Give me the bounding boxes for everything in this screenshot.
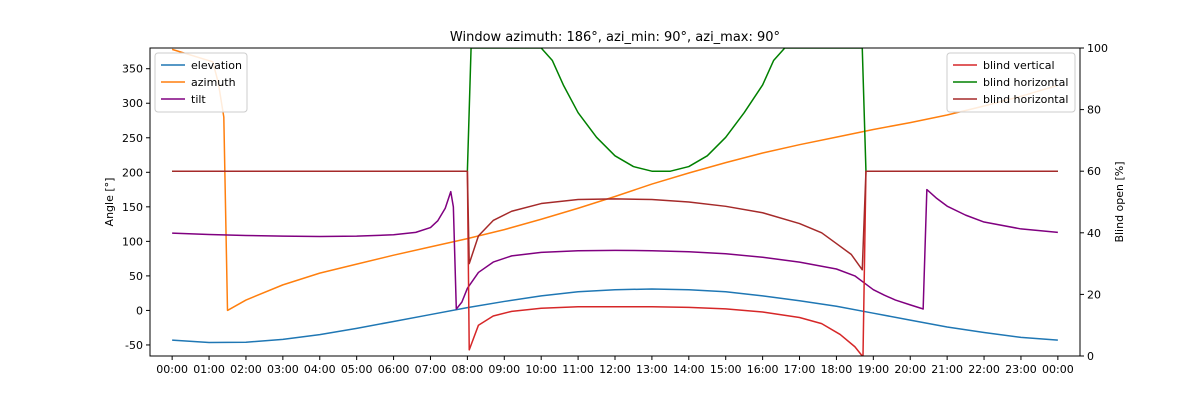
y-left-tick-label: 100: [122, 235, 143, 248]
chart-title: Window azimuth: 186°, azi_min: 90°, azi_…: [450, 30, 780, 45]
x-tick-label: 15:00: [710, 363, 742, 376]
y-left-tick-label: 300: [122, 97, 143, 110]
series-line-elevation-0: [172, 288, 1058, 344]
series-layer: [171, 48, 1059, 356]
series-line-blind-horizontal-5: [172, 170, 1058, 271]
x-tick-label: 08:00: [452, 363, 484, 376]
y-left-tick-label: -50: [125, 339, 143, 352]
x-tick-label: 23:00: [1005, 363, 1037, 376]
x-tick-label: 00:00: [1042, 363, 1074, 376]
y-right-tick-label: 60: [1087, 165, 1101, 178]
x-tick-label: 21:00: [931, 363, 963, 376]
x-tick-label: 17:00: [784, 363, 816, 376]
x-tick-label: 22:00: [968, 363, 1000, 376]
y-axis-right: 0 20 40 60 80 100: [1080, 42, 1108, 363]
x-tick-label: 00:00: [156, 363, 188, 376]
x-tick-label: 16:00: [747, 363, 779, 376]
x-tick-label: 09:00: [488, 363, 520, 376]
x-tick-label: 07:00: [415, 363, 447, 376]
x-tick-label: 20:00: [894, 363, 926, 376]
y-left-tick-label: 150: [122, 201, 143, 214]
x-tick-label: 19:00: [857, 363, 889, 376]
x-tick-label: 01:00: [193, 363, 225, 376]
x-tick-label: 12:00: [599, 363, 631, 376]
y-axis-right-label: Blind open [%]: [1113, 161, 1126, 242]
y-left-tick-label: 200: [122, 166, 143, 179]
legend-label: tilt: [191, 93, 206, 106]
y-right-tick-label: 40: [1087, 227, 1101, 240]
legend-label: blind horizontal: [983, 93, 1068, 106]
y-right-tick-label: 0: [1087, 350, 1094, 363]
x-tick-label: 18:00: [821, 363, 853, 376]
legend-right: blind vertical blind horizontal blind hori…: [946, 52, 1076, 113]
y-axis-left-label: Angle [°]: [103, 178, 116, 227]
x-tick-label: 05:00: [341, 363, 373, 376]
y-right-tick-label: 100: [1087, 42, 1108, 55]
series-line-blind-horizontal-4: [172, 48, 1058, 172]
x-tick-label: 11:00: [562, 363, 594, 376]
legend-label: blind horizontal: [983, 76, 1068, 89]
legend-label: azimuth: [191, 76, 236, 89]
x-tick-label: 03:00: [267, 363, 299, 376]
y-right-tick-label: 80: [1087, 104, 1101, 117]
plot-area: [150, 48, 1080, 356]
legend-box: [946, 52, 1076, 113]
legend-box: [154, 52, 248, 113]
series-line-tilt-2: [172, 188, 1058, 310]
legend-label: elevation: [191, 59, 242, 72]
series-line-blind-vertical-3: [172, 170, 1058, 356]
y-left-tick-label: 50: [129, 270, 143, 283]
x-tick-label: 14:00: [673, 363, 705, 376]
x-axis: 00:00 01:00 02:00 03:00 04:00 05:00 06:00 07:00…: [156, 356, 1074, 376]
x-tick-label: 04:00: [304, 363, 336, 376]
x-tick-label: 06:00: [378, 363, 410, 376]
legend-label: blind vertical: [983, 59, 1055, 72]
y-left-tick-label: 250: [122, 132, 143, 145]
series-line-azimuth-1: [171, 48, 1059, 312]
y-left-tick-label: 350: [122, 63, 143, 76]
y-left-tick-label: 0: [136, 304, 143, 317]
x-tick-label: 10:00: [525, 363, 557, 376]
x-tick-label: 02:00: [230, 363, 262, 376]
y-axis-left: -50 0 50 100 150 200 250 300 350: [122, 63, 150, 352]
x-tick-label: 13:00: [636, 363, 668, 376]
y-right-tick-label: 20: [1087, 288, 1101, 301]
legend-left: elevation azimuth tilt: [154, 52, 248, 113]
